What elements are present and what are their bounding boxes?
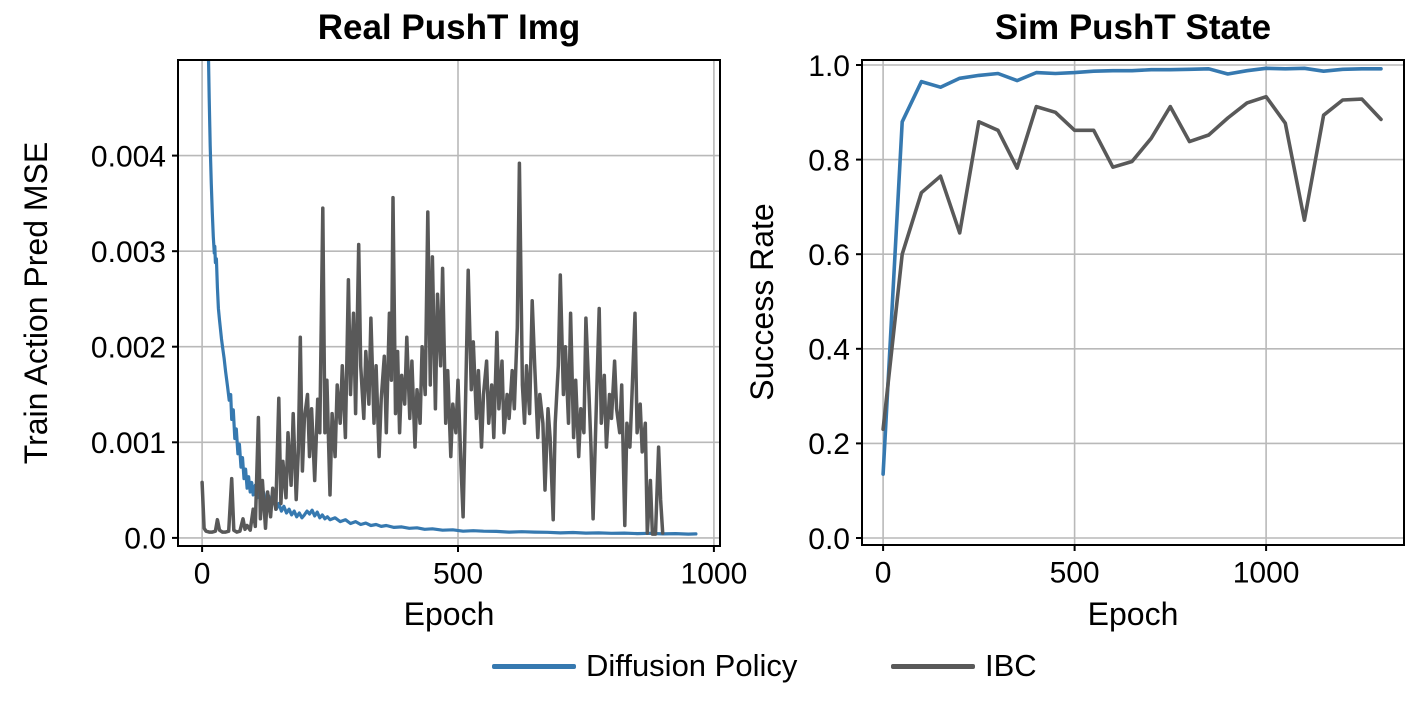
svg-text:500: 500 <box>433 558 483 591</box>
left-plot-title: Real PushT Img <box>317 8 581 47</box>
right-x-axis-label: Epoch <box>1087 596 1179 632</box>
right-plot-title: Sim PushT State <box>994 8 1272 47</box>
svg-text:0: 0 <box>875 557 892 590</box>
svg-text:0.0: 0.0 <box>808 523 850 556</box>
right-y-axis-label: Success Rate <box>744 203 780 401</box>
svg-text:0.0: 0.0 <box>124 523 166 556</box>
legend-label-ibc: IBC <box>985 648 1037 683</box>
svg-text:0.6: 0.6 <box>808 239 850 272</box>
svg-text:0.003: 0.003 <box>91 236 166 269</box>
svg-text:500: 500 <box>1050 557 1100 590</box>
left-plot-canvas: 0 500 1000 0.0 0.001 0.002 0.003 0.004 <box>91 59 747 591</box>
svg-text:1000: 1000 <box>681 558 748 591</box>
svg-text:0.002: 0.002 <box>91 332 166 365</box>
svg-text:0.004: 0.004 <box>91 140 166 173</box>
svg-text:1.0: 1.0 <box>808 50 850 83</box>
left-y-axis-label: Train Action Pred MSE <box>18 141 54 465</box>
diffusion-policy-line-swatch <box>492 663 576 669</box>
right-plot-canvas: 0 500 1000 0.0 0.2 0.4 0.6 0.8 1.0 <box>808 50 1405 590</box>
svg-text:0.8: 0.8 <box>808 144 850 177</box>
svg-text:0: 0 <box>194 558 211 591</box>
left-x-axis-label: Epoch <box>403 596 495 632</box>
svg-text:1000: 1000 <box>1233 557 1300 590</box>
legend-entry-ibc: IBC <box>891 646 1037 686</box>
svg-text:0.2: 0.2 <box>808 428 850 461</box>
ibc-line-swatch <box>891 663 975 669</box>
legend-entry-diffusion-policy: Diffusion Policy <box>492 646 797 686</box>
svg-text:0.4: 0.4 <box>808 334 850 367</box>
svg-text:0.001: 0.001 <box>91 427 166 460</box>
legend-label-diffusion-policy: Diffusion Policy <box>586 648 798 683</box>
